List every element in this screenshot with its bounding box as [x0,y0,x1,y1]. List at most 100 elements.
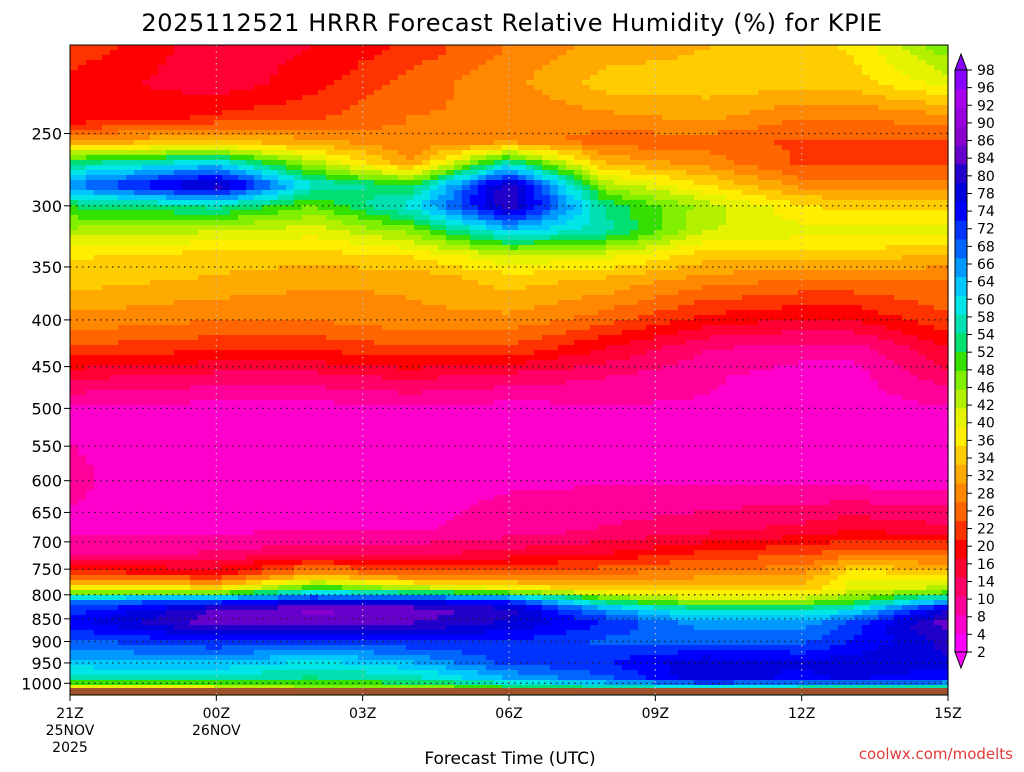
heatmap-cell [126,635,135,641]
heatmap-cell [78,240,87,246]
heatmap-cell [94,205,103,211]
heatmap-cell [110,330,119,336]
heatmap-cell [366,160,375,166]
heatmap-cell [94,440,103,446]
heatmap-cell [366,465,375,471]
heatmap-cell [94,240,103,246]
heatmap-cell [158,65,167,71]
heatmap-cell [262,290,271,296]
heatmap-cell [310,560,319,566]
heatmap-cell [334,300,343,306]
heatmap-cell [262,650,271,656]
heatmap-cell [222,675,231,681]
heatmap-cell [294,340,303,346]
heatmap-cell [366,485,375,491]
heatmap-cell [94,450,103,456]
heatmap-cell [350,90,359,96]
heatmap-cell [342,620,351,626]
heatmap-cell [142,270,151,276]
heatmap-cell [182,640,191,646]
heatmap-cell [326,585,335,591]
heatmap-cell [246,545,255,551]
heatmap-cell [222,440,231,446]
heatmap-cell [78,565,87,571]
heatmap-cell [342,535,351,541]
heatmap-cell [230,350,239,356]
heatmap-cell [166,95,175,101]
heatmap-cell [350,240,359,246]
heatmap-cell [366,290,375,296]
heatmap-cell [302,45,311,51]
heatmap-cell [302,220,311,226]
heatmap-cell [126,140,135,146]
heatmap-cell [326,655,335,661]
heatmap-cell [110,560,119,566]
heatmap-cell [350,270,359,276]
heatmap-cell [86,280,95,286]
heatmap-cell [310,610,319,616]
heatmap-cell [238,530,247,536]
heatmap-cell [294,165,303,171]
heatmap-cell [78,305,87,311]
heatmap-cell [302,255,311,261]
heatmap-cell [326,500,335,506]
heatmap-cell [334,335,343,341]
heatmap-cell [110,75,119,81]
heatmap-cell [358,615,367,621]
heatmap-cell [126,530,135,536]
heatmap-cell [246,180,255,186]
heatmap-cell [150,120,159,126]
heatmap-cell [158,635,167,641]
heatmap-cell [150,600,159,606]
heatmap-cell [134,80,143,86]
heatmap-cell [358,635,367,641]
heatmap-cell [102,250,111,256]
heatmap-cell [278,670,287,676]
heatmap-cell [270,315,279,321]
heatmap-cell [254,145,263,151]
heatmap-cell [126,380,135,386]
heatmap-cell [126,535,135,541]
heatmap-cell [78,280,87,286]
heatmap-cell [110,375,119,381]
heatmap-cell [158,125,167,131]
heatmap-cell [206,80,215,86]
heatmap-cell [174,170,183,176]
heatmap-cell [158,370,167,376]
heatmap-cell [278,505,287,511]
heatmap-cell [166,70,175,76]
heatmap-cell [366,285,375,291]
heatmap-cell [318,490,327,496]
heatmap-cell [310,295,319,301]
heatmap-cell [334,120,343,126]
heatmap-cell [230,465,239,471]
heatmap-cell [198,645,207,651]
heatmap-cell [246,370,255,376]
heatmap-cell [254,395,263,401]
heatmap-cell [94,165,103,171]
heatmap-cell [142,185,151,191]
heatmap-cell [350,160,359,166]
heatmap-cell [254,135,263,141]
heatmap-cell [102,465,111,471]
heatmap-cell [126,205,135,211]
heatmap-cell [238,630,247,636]
heatmap-cell [198,400,207,406]
heatmap-cell [166,585,175,591]
heatmap-cell [86,425,95,431]
heatmap-cell [94,255,103,261]
heatmap-cell [262,620,271,626]
heatmap-cell [238,225,247,231]
heatmap-cell [174,295,183,301]
heatmap-cell [310,210,319,216]
heatmap-cell [158,480,167,486]
heatmap-cell [278,560,287,566]
heatmap-cell [350,565,359,571]
heatmap-cell [230,195,239,201]
heatmap-cell [294,310,303,316]
heatmap-cell [310,625,319,631]
heatmap-cell [142,410,151,416]
heatmap-cell [94,565,103,571]
heatmap-cell [286,620,295,626]
heatmap-cell [214,605,223,611]
